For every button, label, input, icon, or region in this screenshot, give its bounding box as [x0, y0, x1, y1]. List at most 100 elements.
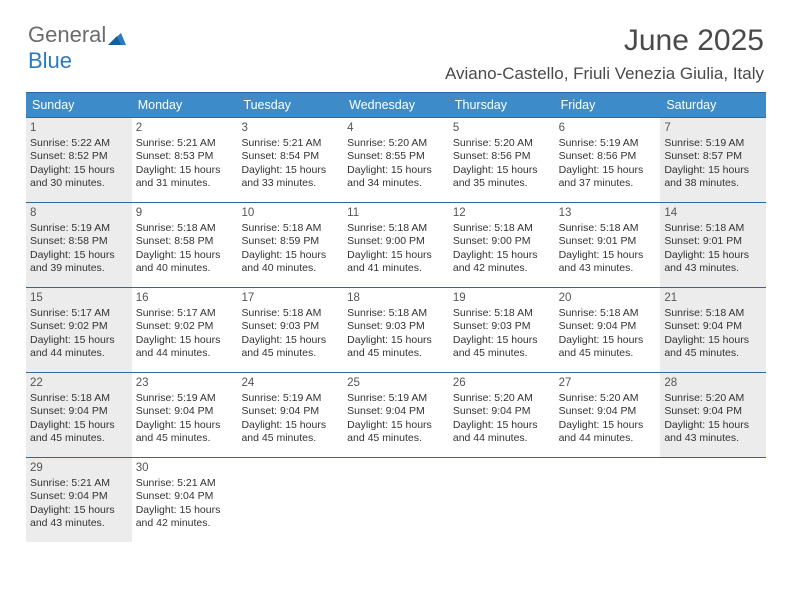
daylight-line: Daylight: 15 hours and 43 minutes. [664, 419, 762, 446]
sunrise-line: Sunrise: 5:21 AM [30, 477, 128, 490]
day-number: 25 [347, 377, 445, 389]
calendar-week-row: 1Sunrise: 5:22 AMSunset: 8:52 PMDaylight… [26, 117, 766, 202]
daylight-line: Daylight: 15 hours and 42 minutes. [453, 249, 551, 276]
sunrise-line: Sunrise: 5:17 AM [30, 307, 128, 320]
daylight-line: Daylight: 15 hours and 39 minutes. [30, 249, 128, 276]
sunset-line: Sunset: 9:04 PM [664, 320, 762, 333]
calendar-day-cell [660, 458, 766, 542]
sunset-line: Sunset: 9:04 PM [30, 405, 128, 418]
sunset-line: Sunset: 9:00 PM [453, 235, 551, 248]
calendar-week-row: 8Sunrise: 5:19 AMSunset: 8:58 PMDaylight… [26, 202, 766, 287]
calendar-day-cell: 20Sunrise: 5:18 AMSunset: 9:04 PMDayligh… [555, 288, 661, 372]
calendar-header-cell: Saturday [660, 93, 766, 117]
daylight-line: Daylight: 15 hours and 45 minutes. [347, 419, 445, 446]
day-number: 15 [30, 292, 128, 304]
daylight-line: Daylight: 15 hours and 38 minutes. [664, 164, 762, 191]
sunset-line: Sunset: 8:58 PM [136, 235, 234, 248]
sunrise-line: Sunrise: 5:18 AM [664, 222, 762, 235]
sunset-line: Sunset: 9:04 PM [453, 405, 551, 418]
day-number: 1 [30, 122, 128, 134]
day-number: 3 [241, 122, 339, 134]
sunset-line: Sunset: 9:04 PM [559, 320, 657, 333]
day-number: 23 [136, 377, 234, 389]
calendar-day-cell: 1 Sunrise: 5:22 AMSunset: 8:52 PMDaylight… [26, 118, 132, 202]
calendar-day-cell: 11Sunrise: 5:18 AMSunset: 9:00 PMDayligh… [343, 203, 449, 287]
daylight-line: Daylight: 15 hours and 45 minutes. [559, 334, 657, 361]
calendar-header-row: SundayMondayTuesdayWednesdayThursdayFrid… [26, 92, 766, 117]
sunrise-line: Sunrise: 5:20 AM [347, 137, 445, 150]
calendar-day-cell: 7 Sunrise: 5:19 AMSunset: 8:57 PMDaylight… [660, 118, 766, 202]
daylight-line: Daylight: 15 hours and 44 minutes. [453, 419, 551, 446]
day-number: 14 [664, 207, 762, 219]
sunset-line: Sunset: 9:01 PM [559, 235, 657, 248]
calendar: SundayMondayTuesdayWednesdayThursdayFrid… [26, 92, 766, 542]
daylight-line: Daylight: 15 hours and 37 minutes. [559, 164, 657, 191]
daylight-line: Daylight: 15 hours and 30 minutes. [30, 164, 128, 191]
logo: General Blue [28, 22, 126, 74]
daylight-line: Daylight: 15 hours and 34 minutes. [347, 164, 445, 191]
sunrise-line: Sunrise: 5:20 AM [453, 392, 551, 405]
daylight-line: Daylight: 15 hours and 45 minutes. [136, 419, 234, 446]
daylight-line: Daylight: 15 hours and 43 minutes. [30, 504, 128, 531]
sunset-line: Sunset: 9:04 PM [347, 405, 445, 418]
calendar-day-cell: 21Sunrise: 5:18 AMSunset: 9:04 PMDayligh… [660, 288, 766, 372]
page-title: June 2025 [624, 24, 764, 58]
sunset-line: Sunset: 9:03 PM [453, 320, 551, 333]
daylight-line: Daylight: 15 hours and 40 minutes. [241, 249, 339, 276]
sunrise-line: Sunrise: 5:18 AM [136, 222, 234, 235]
calendar-day-cell: 29Sunrise: 5:21 AMSunset: 9:04 PMDayligh… [26, 458, 132, 542]
day-number: 7 [664, 122, 762, 134]
sunset-line: Sunset: 8:54 PM [241, 150, 339, 163]
day-number: 20 [559, 292, 657, 304]
calendar-week-row: 29Sunrise: 5:21 AMSunset: 9:04 PMDayligh… [26, 457, 766, 542]
calendar-day-cell: 12 Sunrise: 5:18 AMSunset: 9:00 PMDayligh… [449, 203, 555, 287]
calendar-day-cell [555, 458, 661, 542]
daylight-line: Daylight: 15 hours and 45 minutes. [241, 334, 339, 361]
daylight-line: Daylight: 15 hours and 31 minutes. [136, 164, 234, 191]
day-number: 12 [453, 207, 551, 219]
day-number: 9 [136, 207, 234, 219]
sunrise-line: Sunrise: 5:18 AM [241, 307, 339, 320]
calendar-header-cell: Tuesday [237, 93, 343, 117]
sunset-line: Sunset: 9:03 PM [241, 320, 339, 333]
sunrise-line: Sunrise: 5:18 AM [453, 307, 551, 320]
sunrise-line: Sunrise: 5:18 AM [347, 222, 445, 235]
sunset-line: Sunset: 9:04 PM [136, 490, 234, 503]
day-number: 13 [559, 207, 657, 219]
day-number: 19 [453, 292, 551, 304]
logo-triangle-icon [108, 25, 126, 51]
sunset-line: Sunset: 9:02 PM [30, 320, 128, 333]
day-number: 18 [347, 292, 445, 304]
sunset-line: Sunset: 8:57 PM [664, 150, 762, 163]
calendar-week-row: 22Sunrise: 5:18 AMSunset: 9:04 PMDayligh… [26, 372, 766, 457]
sunrise-line: Sunrise: 5:19 AM [664, 137, 762, 150]
calendar-day-cell: 15Sunrise: 5:17 AMSunset: 9:02 PMDayligh… [26, 288, 132, 372]
daylight-line: Daylight: 15 hours and 45 minutes. [241, 419, 339, 446]
sunset-line: Sunset: 9:04 PM [559, 405, 657, 418]
day-number: 24 [241, 377, 339, 389]
calendar-day-cell: 14Sunrise: 5:18 AMSunset: 9:01 PMDayligh… [660, 203, 766, 287]
calendar-day-cell [237, 458, 343, 542]
sunset-line: Sunset: 9:04 PM [136, 405, 234, 418]
day-number: 11 [347, 207, 445, 219]
day-number: 2 [136, 122, 234, 134]
calendar-day-cell: 26Sunrise: 5:20 AMSunset: 9:04 PMDayligh… [449, 373, 555, 457]
calendar-day-cell: 16Sunrise: 5:17 AMSunset: 9:02 PMDayligh… [132, 288, 238, 372]
day-number: 5 [453, 122, 551, 134]
daylight-line: Daylight: 15 hours and 40 minutes. [136, 249, 234, 276]
day-number: 17 [241, 292, 339, 304]
sunrise-line: Sunrise: 5:19 AM [136, 392, 234, 405]
sunset-line: Sunset: 8:52 PM [30, 150, 128, 163]
calendar-day-cell: 5Sunrise: 5:20 AMSunset: 8:56 PMDaylight… [449, 118, 555, 202]
calendar-day-cell: 8Sunrise: 5:19 AMSunset: 8:58 PMDaylight… [26, 203, 132, 287]
calendar-day-cell: 10Sunrise: 5:18 AMSunset: 8:59 PMDayligh… [237, 203, 343, 287]
calendar-day-cell: 23 Sunrise: 5:19 AMSunset: 9:04 PMDayligh… [132, 373, 238, 457]
calendar-day-cell [343, 458, 449, 542]
day-number: 28 [664, 377, 762, 389]
calendar-day-cell: 24Sunrise: 5:19 AMSunset: 9:04 PMDayligh… [237, 373, 343, 457]
sunrise-line: Sunrise: 5:18 AM [453, 222, 551, 235]
sunset-line: Sunset: 8:53 PM [136, 150, 234, 163]
sunrise-line: Sunrise: 5:19 AM [347, 392, 445, 405]
calendar-day-cell: 3Sunrise: 5:21 AMSunset: 8:54 PMDaylight… [237, 118, 343, 202]
sunrise-line: Sunrise: 5:22 AM [30, 137, 128, 150]
